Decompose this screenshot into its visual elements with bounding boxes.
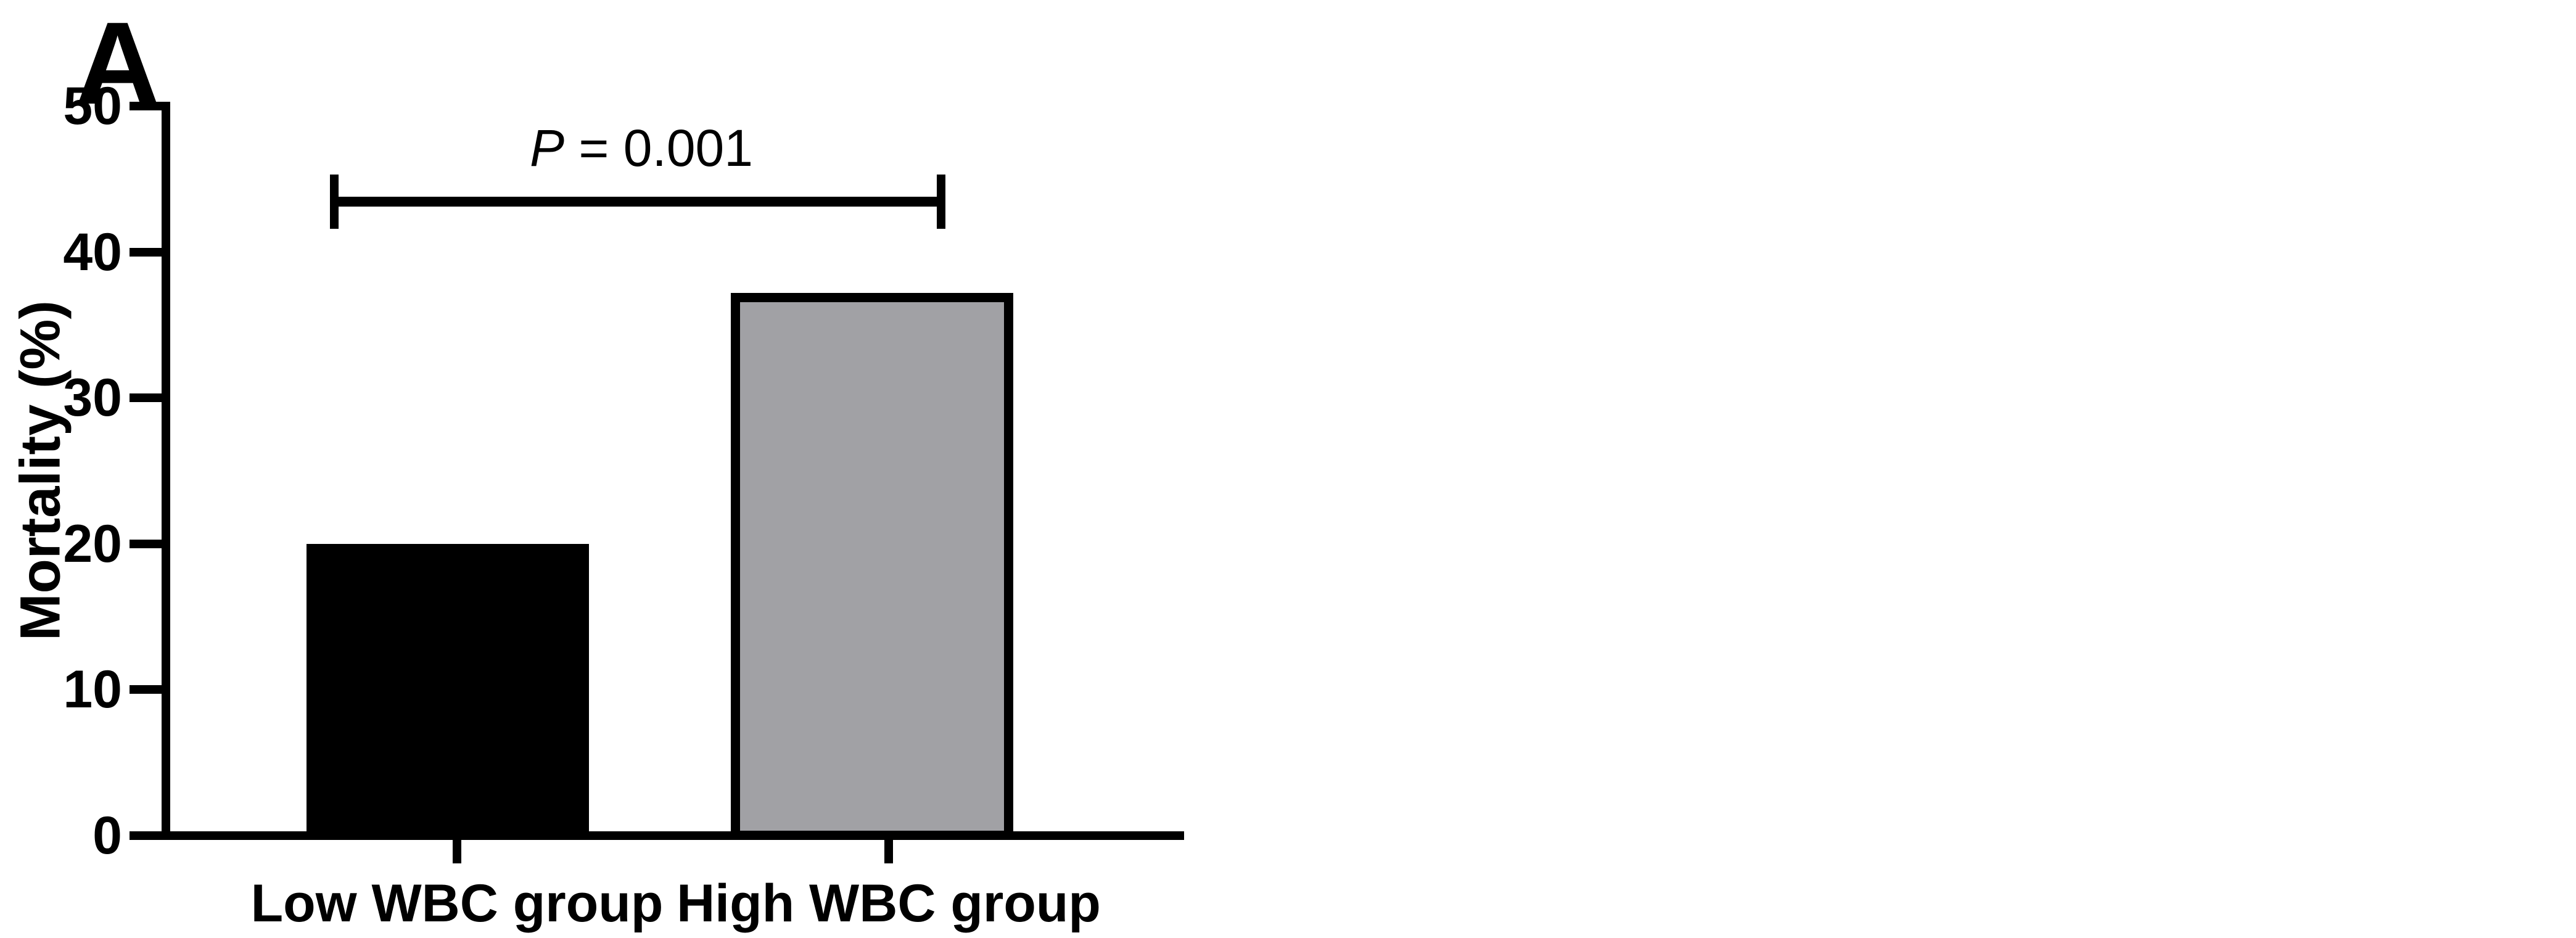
p-symbol: P [530, 119, 565, 177]
y-tick [130, 393, 162, 403]
y-tick [130, 539, 162, 548]
p-value-label: P = 0.001 [530, 122, 753, 174]
p-value-text: = 0.001 [564, 119, 753, 177]
y-axis-line [162, 102, 170, 840]
y-tick-label: 40 [63, 222, 122, 282]
x-tick [884, 840, 893, 863]
y-tick-label: 0 [93, 806, 122, 865]
y-tick-label: 10 [63, 660, 122, 720]
bar-low-wbc-group [307, 543, 589, 840]
y-tick [130, 685, 162, 694]
y-tick-label: 20 [63, 514, 122, 574]
x-axis-category-label: Low WBC group [250, 874, 664, 933]
y-tick-label: 50 [63, 76, 122, 136]
y-axis-title: Mortality (%) [9, 300, 72, 641]
panel-a: A Mortality (%) P = 0.001 0 10 20 30 40 50 Low… [9, 5, 1184, 933]
x-axis-category-label: High WBC group [677, 874, 1101, 933]
bar-high-wbc-group [731, 292, 1013, 840]
y-tick-label: 30 [63, 368, 122, 428]
y-tick [130, 831, 162, 840]
significance-bracket-cap [330, 175, 339, 229]
y-tick [130, 247, 162, 257]
y-tick [130, 102, 162, 110]
panel-b: B Mortality (%) P = 0.006 0246810Low WBC… [1288, 0, 2576, 938]
significance-bracket-line [334, 197, 941, 207]
x-tick [453, 840, 461, 863]
significance-bracket-cap [937, 175, 945, 229]
